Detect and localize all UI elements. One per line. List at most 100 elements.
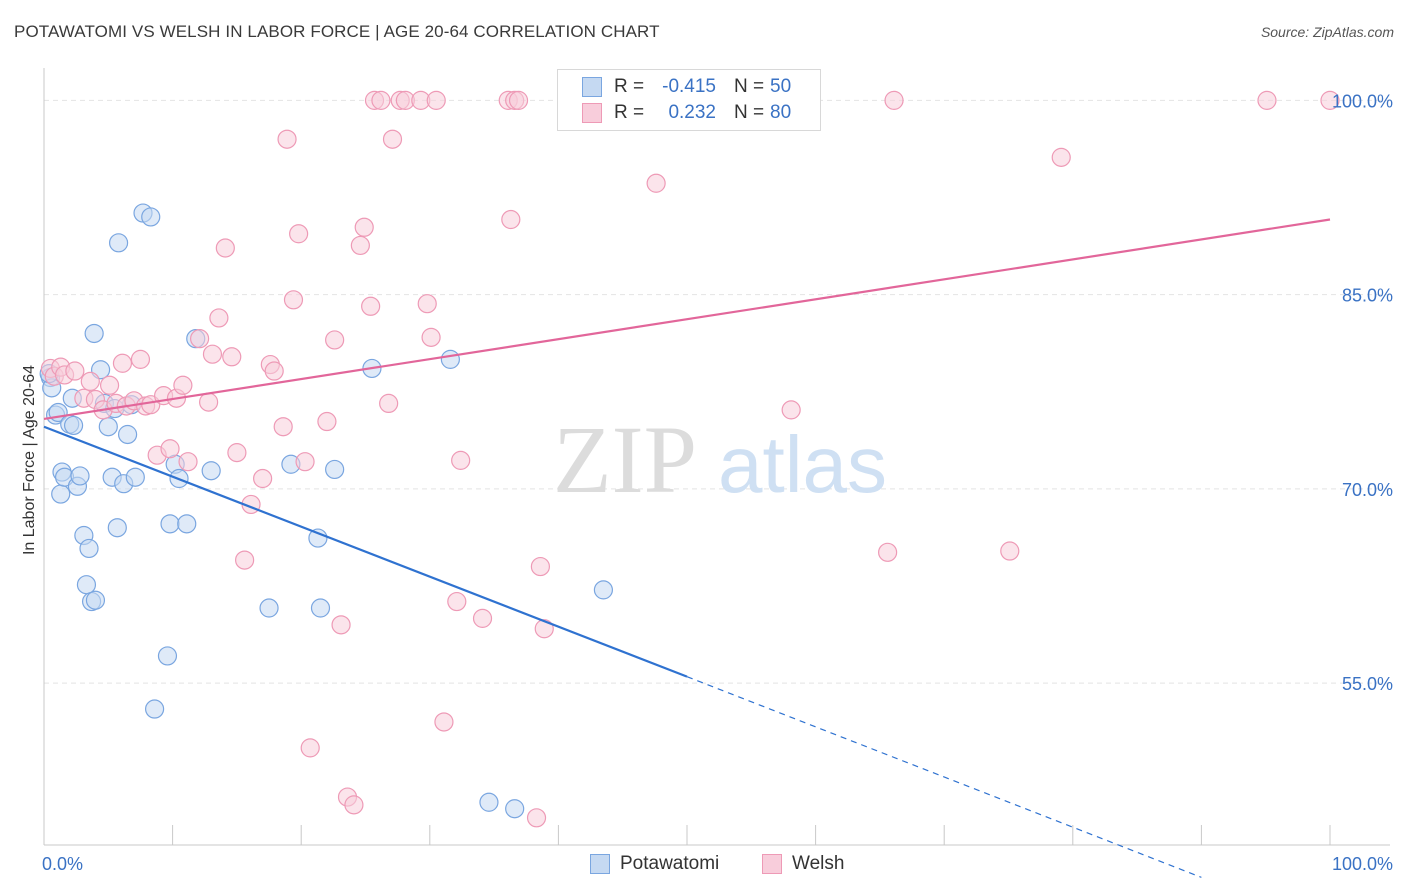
welsh-point xyxy=(361,296,381,316)
welsh-point xyxy=(235,550,255,570)
legend-r-value: 0.232 xyxy=(668,102,716,123)
welsh-point xyxy=(526,808,547,828)
potawatomi-point xyxy=(325,459,345,480)
potawatomi-point xyxy=(505,799,525,819)
welsh-point xyxy=(160,439,180,459)
welsh-point xyxy=(382,129,403,149)
y-axis-label: In Labor Force | Age 20-64 xyxy=(21,364,38,556)
y-tick-label: 55.0% xyxy=(1342,674,1393,694)
correlation-legend: R = -0.415 N = 50 R = 0.232 N = 80 xyxy=(557,69,821,131)
welsh-point xyxy=(447,591,467,612)
data-points xyxy=(39,90,1340,828)
potawatomi-point xyxy=(107,518,127,538)
welsh-point xyxy=(434,712,454,732)
welsh-point xyxy=(426,90,446,110)
welsh-point xyxy=(130,349,151,369)
potawatomi-point xyxy=(51,484,71,504)
potawatomi-point xyxy=(98,417,118,437)
potawatomi-point xyxy=(160,514,180,534)
potawatomi-point xyxy=(84,323,104,344)
potawatomi-point xyxy=(117,424,138,445)
welsh-point xyxy=(253,468,273,489)
welsh-point xyxy=(354,217,374,237)
potawatomi-point xyxy=(63,415,84,436)
welsh-point xyxy=(325,330,345,350)
potawatomi-trend-line xyxy=(43,425,688,678)
welsh-point xyxy=(350,235,370,256)
welsh-point xyxy=(472,608,493,628)
potawatomi-point xyxy=(70,466,90,486)
welsh-point xyxy=(295,452,315,472)
potawatomi-point xyxy=(440,349,460,369)
welsh-point xyxy=(112,353,133,373)
legend-n-value: 80 xyxy=(770,102,792,123)
series-legend-welsh: Welsh xyxy=(762,853,844,875)
welsh-point xyxy=(178,452,198,472)
welsh-point xyxy=(646,173,666,193)
potawatomi-point xyxy=(310,598,331,618)
welsh-point xyxy=(264,361,284,381)
welsh-point xyxy=(215,238,235,258)
x-tick-labels: 0.0% 100.0% xyxy=(42,854,1393,874)
potawatomi-point xyxy=(85,590,106,610)
legend-n-label: N = xyxy=(734,102,765,123)
welsh-point xyxy=(1051,147,1071,167)
welsh-point xyxy=(227,443,247,463)
chart-title: POTAWATOMI VS WELSH IN LABOR FORCE | AGE… xyxy=(14,22,660,41)
welsh-point xyxy=(209,308,229,328)
welsh-point xyxy=(199,392,219,412)
series-name-welsh: Welsh xyxy=(792,853,845,874)
potawatomi-point xyxy=(108,233,129,253)
welsh-point xyxy=(379,393,399,414)
x-tick-label: 100.0% xyxy=(1332,854,1393,874)
welsh-point xyxy=(1257,90,1277,110)
welsh-point xyxy=(501,209,521,230)
potawatomi-point xyxy=(201,461,221,481)
welsh-point xyxy=(417,294,437,314)
welsh-point xyxy=(173,375,193,395)
welsh-point xyxy=(878,542,898,562)
welsh-point xyxy=(222,347,242,367)
potawatomi-point xyxy=(157,646,178,666)
welsh-point xyxy=(289,224,309,244)
welsh-point xyxy=(530,556,550,577)
source-label: Source: ZipAtlas.com xyxy=(1260,24,1394,40)
axes xyxy=(43,68,1390,846)
grid-lines xyxy=(44,99,1390,684)
welsh-point xyxy=(202,344,223,364)
welsh-point xyxy=(344,795,364,815)
legend-row-welsh: R = 0.232 N = 80 xyxy=(582,101,791,125)
y-tick-label: 85.0% xyxy=(1342,286,1393,306)
welsh-point xyxy=(534,619,554,639)
trend-lines xyxy=(43,218,1331,878)
welsh-trend-line xyxy=(43,218,1331,421)
series-swatch-potawatomi xyxy=(590,854,610,874)
series-name-potawatomi: Potawatomi xyxy=(620,853,720,874)
potawatomi-point xyxy=(259,598,279,618)
potawatomi-point xyxy=(308,528,328,548)
watermark-zip: ZIP xyxy=(553,406,697,513)
welsh-point xyxy=(331,615,351,635)
series-swatch-welsh xyxy=(762,854,782,874)
welsh-point xyxy=(421,327,441,347)
welsh-point xyxy=(65,361,85,381)
y-tick-label: 100.0% xyxy=(1332,91,1393,111)
welsh-point xyxy=(884,90,904,110)
y-tick-label: 70.0% xyxy=(1342,480,1393,500)
series-legend-potawatomi: Potawatomi xyxy=(590,853,719,875)
welsh-point xyxy=(781,400,801,420)
welsh-point xyxy=(508,90,529,110)
watermark-atlas: atlas xyxy=(718,420,887,509)
welsh-point xyxy=(277,129,297,149)
legend-n-label: N = xyxy=(734,76,765,97)
potawatomi-point xyxy=(141,207,161,227)
potawatomi-trend-line-extension xyxy=(686,676,1202,878)
x-tick-label: 0.0% xyxy=(42,854,83,874)
welsh-point xyxy=(317,411,337,432)
welsh-point xyxy=(371,90,391,110)
welsh-point xyxy=(99,375,120,395)
welsh-point xyxy=(1320,90,1340,110)
welsh-point xyxy=(1000,541,1020,561)
legend-swatch-potawatomi xyxy=(582,77,602,97)
welsh-point xyxy=(80,371,100,391)
